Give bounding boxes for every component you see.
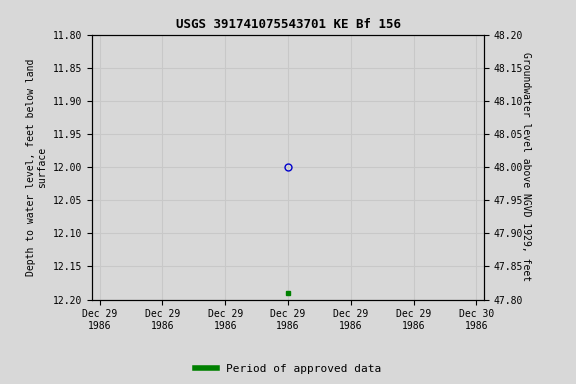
Y-axis label: Groundwater level above NGVD 1929, feet: Groundwater level above NGVD 1929, feet <box>521 53 531 281</box>
Legend: Period of approved data: Period of approved data <box>191 359 385 379</box>
Title: USGS 391741075543701 KE Bf 156: USGS 391741075543701 KE Bf 156 <box>176 18 400 31</box>
Y-axis label: Depth to water level, feet below land
surface: Depth to water level, feet below land su… <box>26 58 47 276</box>
